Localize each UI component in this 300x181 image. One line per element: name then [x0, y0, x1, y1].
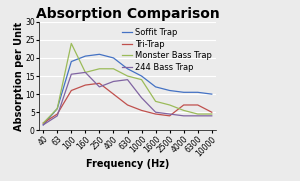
Tri-Trap — [154, 113, 158, 115]
Tri-Trap — [70, 89, 73, 92]
X-axis label: Frequency (Hz): Frequency (Hz) — [86, 159, 169, 169]
Monster Bass Trap — [56, 108, 59, 110]
Monster Bass Trap — [154, 100, 158, 102]
244 Bass Trap — [70, 73, 73, 75]
244 Bass Trap — [196, 115, 200, 117]
Soffit Trap — [41, 124, 45, 126]
Soffit Trap — [126, 68, 129, 70]
Tri-Trap — [140, 109, 143, 111]
Monster Bass Trap — [140, 79, 143, 81]
244 Bass Trap — [140, 97, 143, 99]
244 Bass Trap — [41, 124, 45, 126]
244 Bass Trap — [126, 79, 129, 81]
Tri-Trap — [182, 104, 185, 106]
Line: Tri-Trap: Tri-Trap — [43, 83, 212, 123]
Y-axis label: Absorption per Unit: Absorption per Unit — [14, 22, 24, 131]
Soffit Trap — [154, 86, 158, 88]
Monster Bass Trap — [210, 113, 214, 115]
Monster Bass Trap — [98, 68, 101, 70]
Tri-Trap — [84, 84, 87, 86]
Monster Bass Trap — [70, 42, 73, 45]
Soffit Trap — [70, 60, 73, 63]
Tri-Trap — [196, 104, 200, 106]
244 Bass Trap — [168, 113, 171, 115]
Line: Soffit Trap: Soffit Trap — [43, 54, 212, 125]
Soffit Trap — [140, 75, 143, 77]
Line: 244 Bass Trap: 244 Bass Trap — [43, 72, 212, 125]
Monster Bass Trap — [41, 122, 45, 124]
Soffit Trap — [168, 89, 171, 92]
Tri-Trap — [98, 82, 101, 84]
244 Bass Trap — [98, 86, 101, 88]
244 Bass Trap — [154, 111, 158, 113]
Tri-Trap — [41, 122, 45, 124]
Title: Absorption Comparison: Absorption Comparison — [36, 7, 219, 21]
Tri-Trap — [168, 115, 171, 117]
Monster Bass Trap — [112, 68, 115, 70]
Soffit Trap — [210, 93, 214, 95]
Soffit Trap — [84, 55, 87, 57]
Soffit Trap — [196, 91, 200, 93]
Line: Monster Bass Trap: Monster Bass Trap — [43, 43, 212, 123]
Monster Bass Trap — [196, 113, 200, 115]
244 Bass Trap — [84, 71, 87, 73]
Monster Bass Trap — [126, 75, 129, 77]
Soffit Trap — [182, 91, 185, 93]
Soffit Trap — [56, 108, 59, 110]
Soffit Trap — [98, 53, 101, 55]
Monster Bass Trap — [168, 104, 171, 106]
Soffit Trap — [112, 57, 115, 59]
Monster Bass Trap — [182, 109, 185, 111]
Tri-Trap — [126, 104, 129, 106]
Monster Bass Trap — [84, 71, 87, 73]
244 Bass Trap — [56, 115, 59, 117]
244 Bass Trap — [182, 115, 185, 117]
Tri-Trap — [112, 93, 115, 95]
244 Bass Trap — [210, 115, 214, 117]
Tri-Trap — [210, 111, 214, 113]
244 Bass Trap — [112, 80, 115, 83]
Tri-Trap — [56, 113, 59, 115]
Legend: Soffit Trap, Tri-Trap, Monster Bass Trap, 244 Bass Trap: Soffit Trap, Tri-Trap, Monster Bass Trap… — [122, 28, 212, 71]
